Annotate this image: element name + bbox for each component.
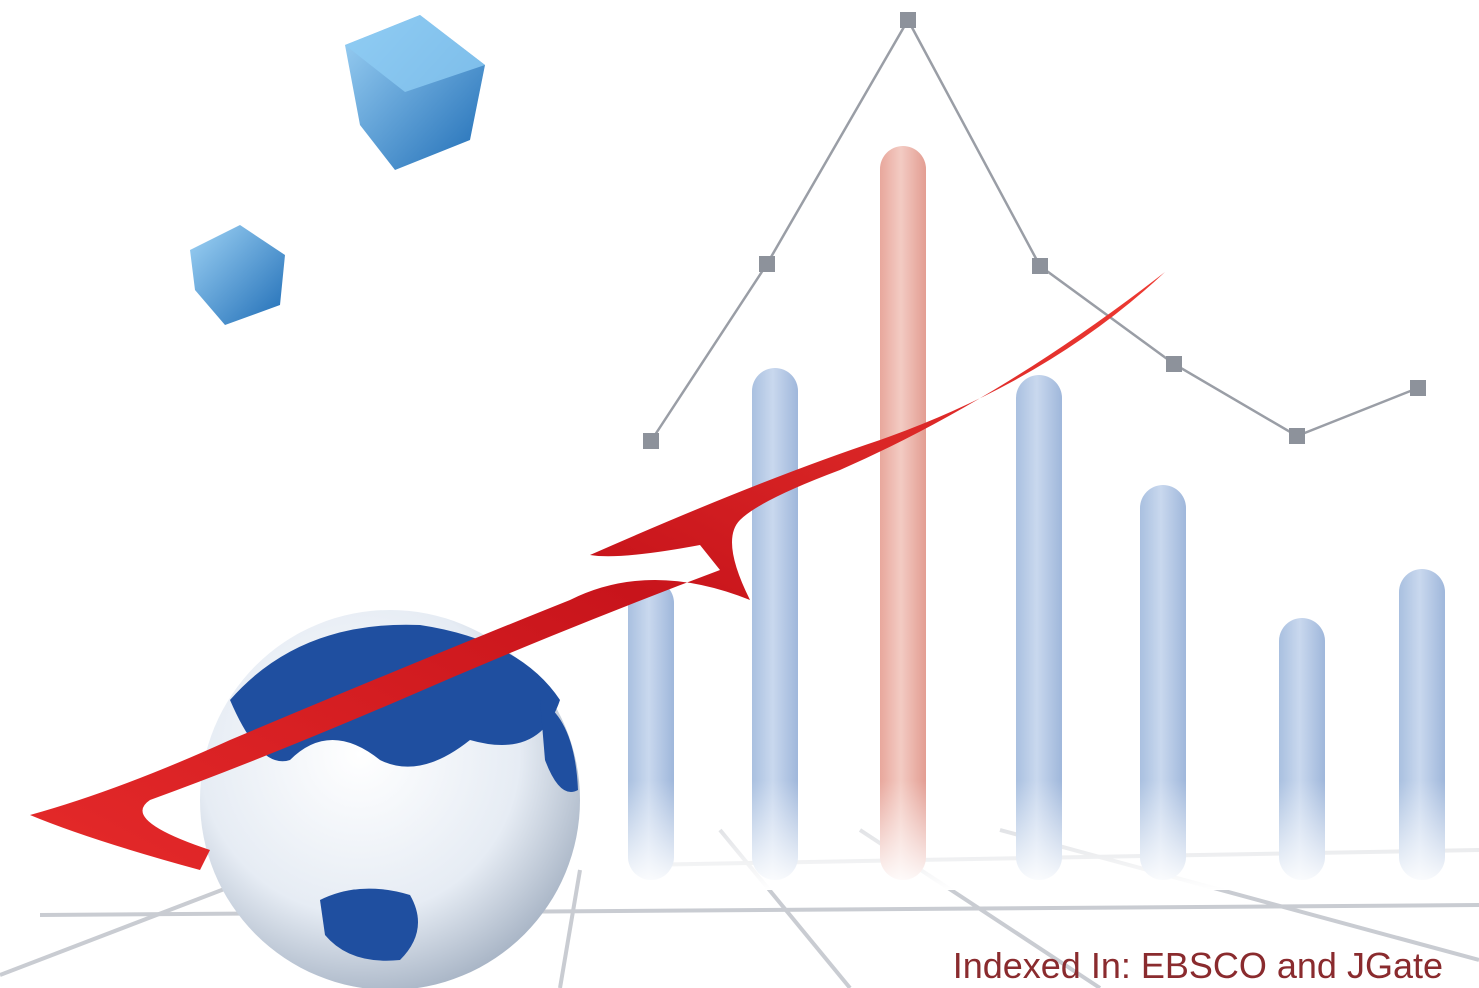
bar [1016, 375, 1062, 880]
marker [900, 12, 916, 28]
red-arrow [30, 272, 1165, 870]
bar [880, 146, 926, 880]
globe [200, 610, 580, 988]
cubes [190, 15, 485, 325]
grid-line [558, 869, 582, 988]
bar-fade [600, 780, 1479, 890]
cube [190, 225, 285, 325]
indexed-text: Indexed In: EBSCO and JGate [952, 945, 1443, 986]
marker [1410, 380, 1426, 396]
continent [320, 888, 418, 961]
marker [1032, 258, 1048, 274]
bars [600, 146, 1479, 890]
cube-face [345, 15, 485, 92]
trend-line [643, 12, 1426, 449]
marker [1289, 428, 1305, 444]
marker [759, 256, 775, 272]
marker [1166, 356, 1182, 372]
continent [540, 700, 578, 792]
marker [643, 433, 659, 449]
